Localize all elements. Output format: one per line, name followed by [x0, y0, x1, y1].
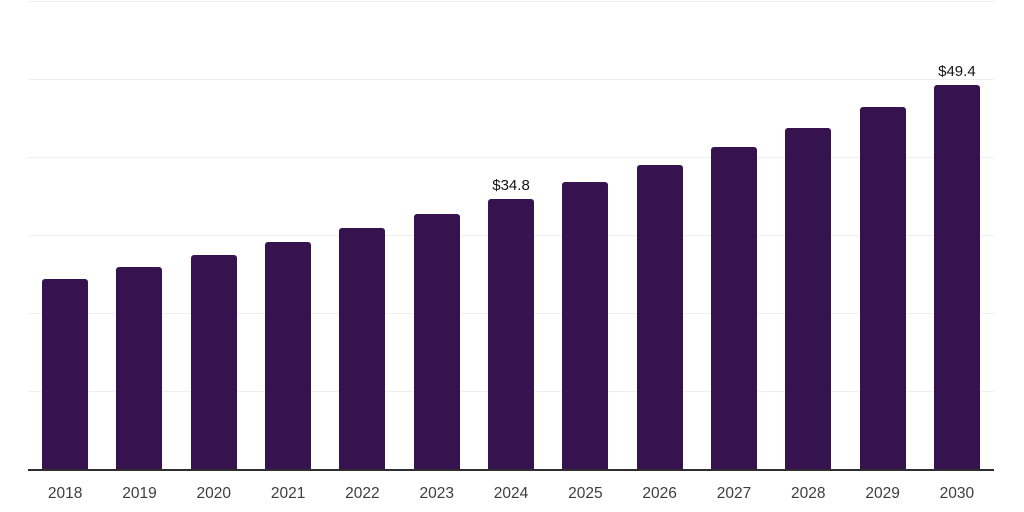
x-tick-label-2018: 2018: [47, 485, 83, 502]
x-tick-label-2030: 2030: [939, 485, 975, 502]
bar-value-label-2030: $49.4: [938, 62, 976, 80]
x-tick-label-2021: 2021: [270, 485, 306, 502]
bar-2027: [710, 147, 757, 470]
x-tick-label-2022: 2022: [345, 485, 380, 502]
bar-2022: [339, 228, 386, 470]
bar-2020: [190, 254, 237, 470]
bar-slot-2029: [845, 2, 919, 470]
bar-2030: [933, 84, 980, 470]
bar-slot-2026: [623, 2, 697, 470]
x-tick-label-2026: 2026: [642, 485, 677, 502]
gridline-y-60: [28, 1, 994, 2]
gridline-y-50: [28, 79, 994, 80]
x-tick-label-2024: 2024: [493, 485, 529, 502]
x-tick-label-2023: 2023: [419, 485, 454, 502]
x-tick-label-2027: 2027: [716, 485, 752, 502]
bar-2019: [116, 267, 163, 470]
bar-slot-2019: [102, 2, 176, 470]
bar-value-label-2024: $34.8: [492, 176, 530, 194]
bar-2025: [562, 182, 609, 470]
bar-slot-2028: [771, 2, 845, 470]
bar-2023: [413, 214, 460, 470]
bar-slot-2020: [177, 2, 251, 470]
x-tick-label-2020: 2020: [196, 485, 232, 502]
bar-2021: [265, 242, 312, 470]
bar-2029: [859, 106, 906, 470]
bar-slot-2021: [251, 2, 325, 470]
bar-slot-2027: [697, 2, 771, 470]
bar-slot-2030: $49.4: [920, 2, 994, 470]
bar-2026: [636, 165, 683, 470]
gridline-y-40: [28, 157, 994, 159]
plot-area: $34.8 $49.4: [28, 1, 994, 471]
x-tick-label-2019: 2019: [122, 485, 157, 502]
x-tick-label-2028: 2028: [791, 485, 826, 502]
bar-slot-2018: [28, 2, 102, 470]
bar-slot-2023: [400, 2, 474, 470]
bars-row: $34.8 $49.4: [28, 2, 994, 470]
x-tick-label-2029: 2029: [865, 485, 900, 502]
bar-2028: [785, 127, 832, 470]
x-axis-line: [28, 469, 994, 471]
x-axis-labels: 2018 2019 2020 2021 2022 2023 2024 2025 2026 2027…: [28, 485, 994, 502]
bar-2024: [488, 198, 535, 470]
bar-slot-2025: [548, 2, 622, 470]
bar-slot-2024: $34.8: [474, 2, 548, 470]
x-tick-label-2025: 2025: [568, 485, 603, 502]
bar-2018: [42, 278, 89, 470]
bar-slot-2022: [325, 2, 399, 470]
